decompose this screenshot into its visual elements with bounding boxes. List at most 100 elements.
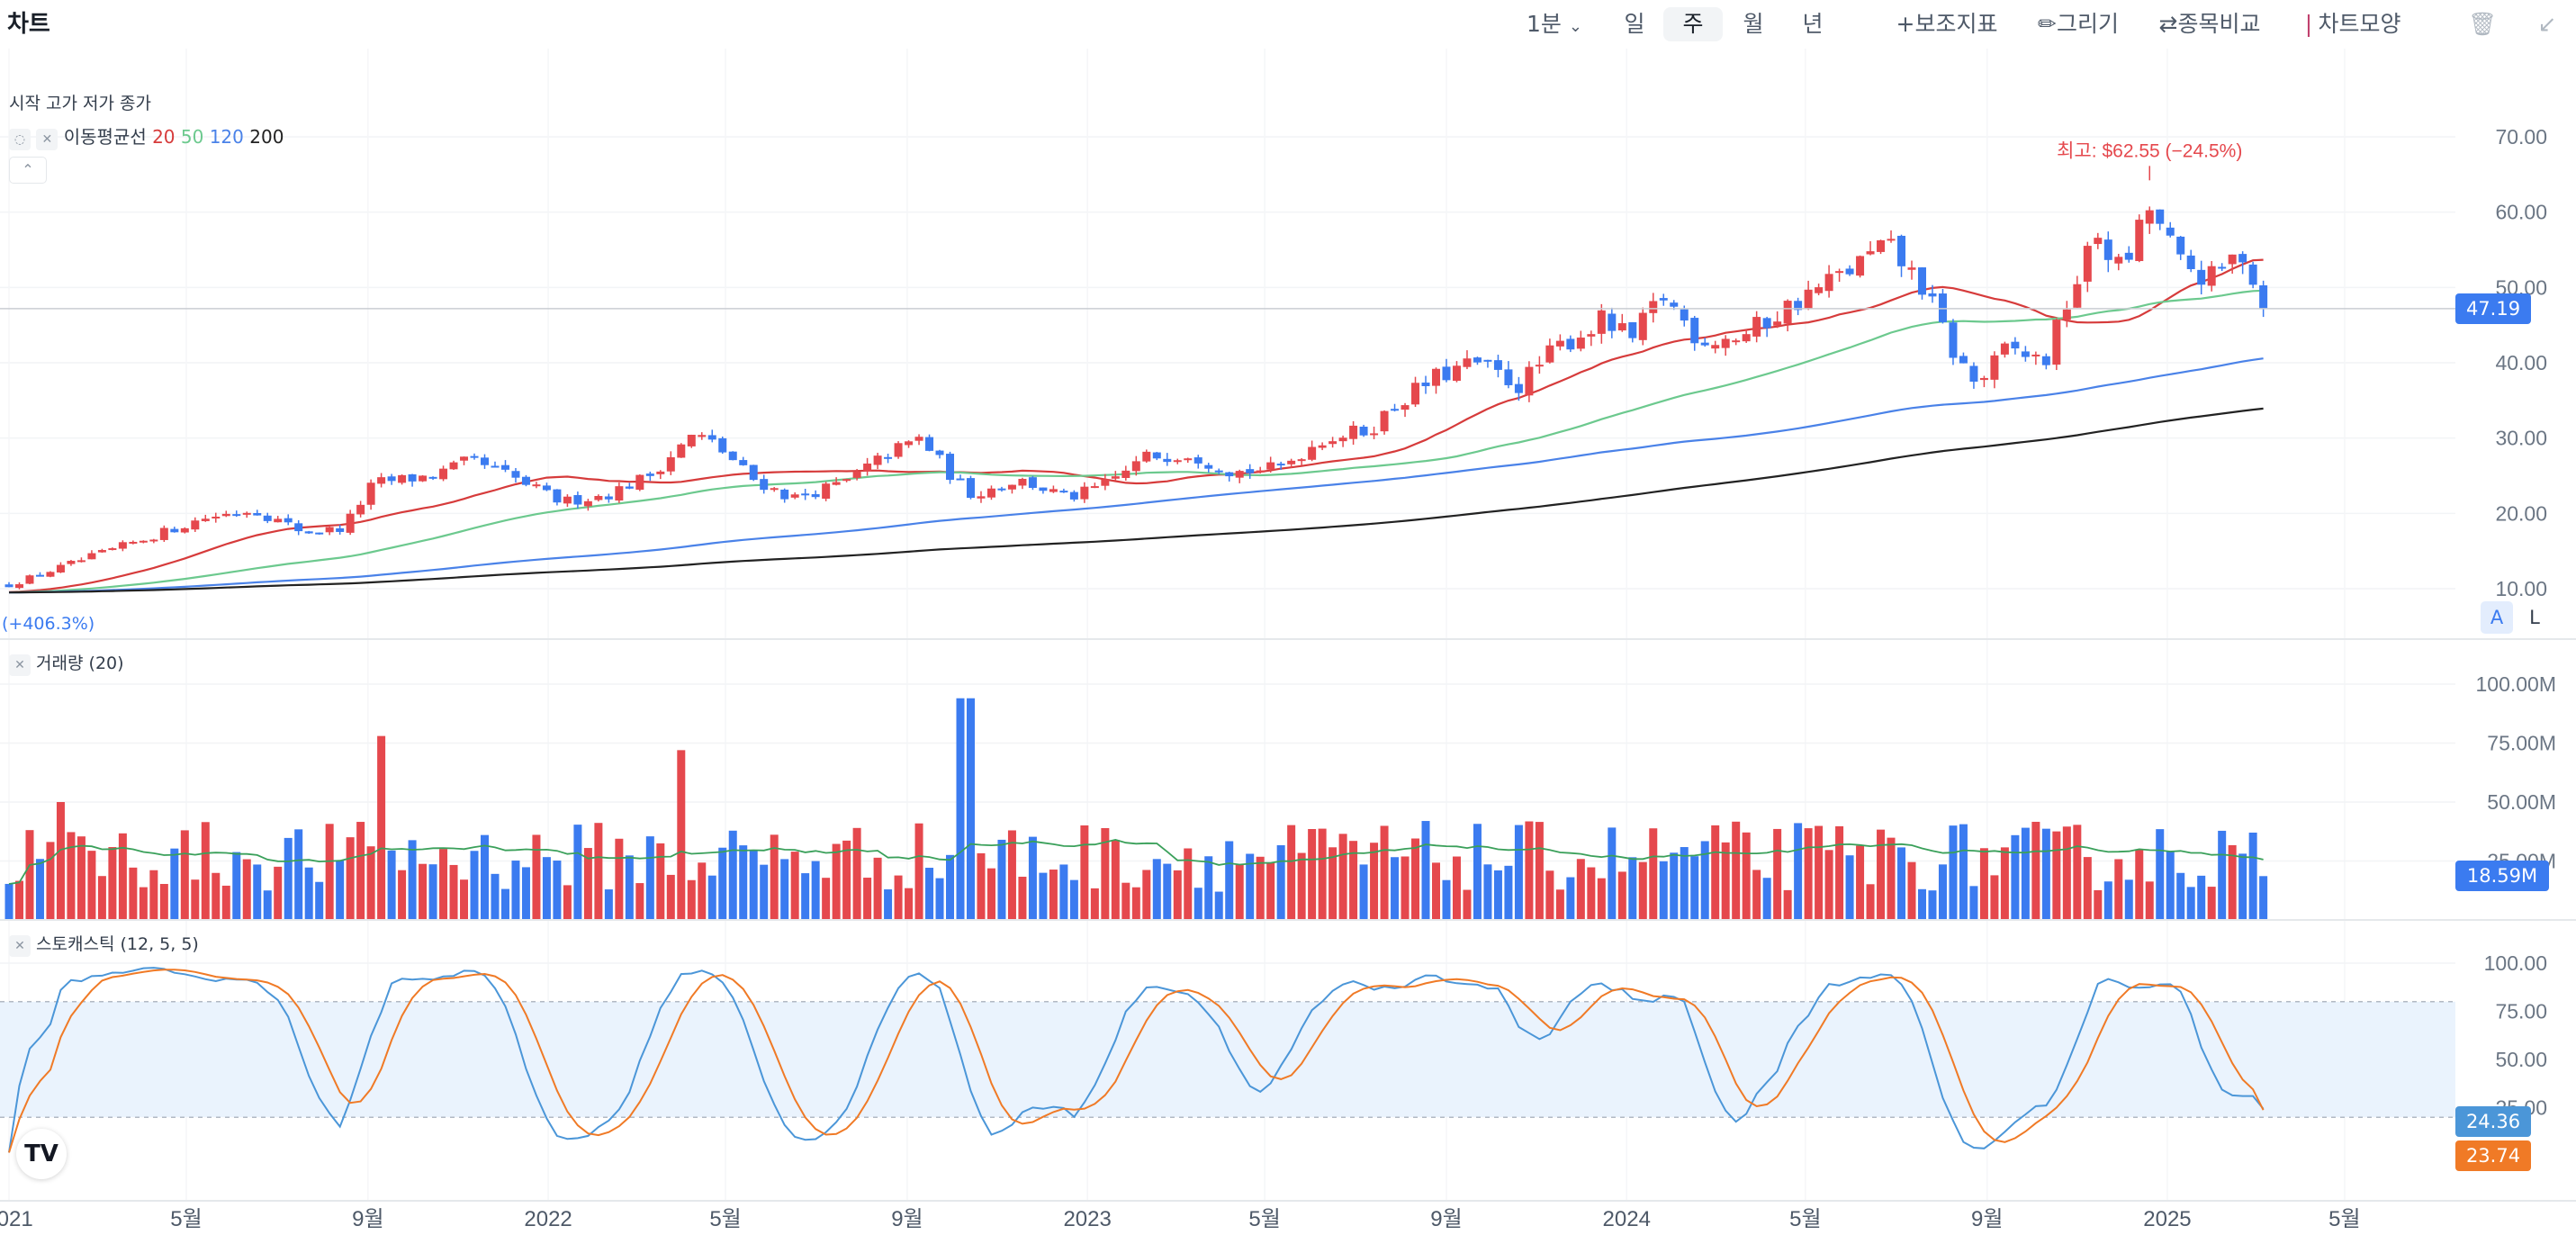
compare-button[interactable]: ⇄종목비교 xyxy=(2157,7,2263,41)
ma-label: 이동평균선 xyxy=(63,126,147,148)
ma-200-line xyxy=(8,407,2264,594)
candle xyxy=(956,478,965,481)
stochastic-k-line xyxy=(8,967,2265,1153)
scale-auto-button[interactable]: A xyxy=(2481,601,2513,634)
visibility-icon[interactable]: ◌ xyxy=(9,129,31,150)
ma-period-20: 20 xyxy=(152,126,176,148)
chart-area[interactable]: 70.00 60.00 50.00 40.00 30.00 20.00 10.00 최고: … xyxy=(0,49,2576,1235)
chart-style-button[interactable]: ❘차트모양 xyxy=(2299,7,2401,41)
collapse-icon[interactable]: ↙ xyxy=(2537,11,2557,37)
volume-bar xyxy=(1432,862,1440,920)
candle xyxy=(2031,354,2040,356)
volume-bar xyxy=(604,889,613,920)
indicators-button[interactable]: +보조지표 xyxy=(1894,7,2000,41)
collapse-legend-button[interactable]: ⌃ xyxy=(9,157,47,184)
candle xyxy=(336,527,345,532)
candle xyxy=(2021,351,2030,357)
candle xyxy=(1235,471,1244,478)
candle xyxy=(242,512,251,515)
candle xyxy=(1721,338,1730,348)
candle xyxy=(1069,491,1078,500)
close-icon[interactable]: ✕ xyxy=(9,935,31,957)
volume-bar xyxy=(1193,888,1202,920)
close-icon[interactable]: ✕ xyxy=(36,129,59,150)
candle xyxy=(687,434,696,446)
volume-bar xyxy=(1721,842,1730,920)
chevron-down-icon: ⌄ xyxy=(1568,17,1582,36)
candle xyxy=(129,541,138,544)
candle xyxy=(398,474,407,483)
volume-bar xyxy=(1318,828,1327,920)
volume-bar xyxy=(2186,887,2195,920)
candle xyxy=(935,450,944,455)
moving-average-lines xyxy=(8,258,2264,594)
volume-bar xyxy=(1762,878,1771,920)
candle xyxy=(108,548,117,551)
candle xyxy=(635,474,644,491)
volume-bar xyxy=(263,890,272,920)
volume-bar xyxy=(884,889,893,920)
volume-bar xyxy=(87,851,96,920)
tab-day[interactable]: 일 xyxy=(1624,11,1645,37)
chart-title: 차트 xyxy=(7,11,50,38)
candle xyxy=(707,435,716,440)
candle xyxy=(1555,340,1564,347)
candle xyxy=(1276,464,1285,466)
volume-bar xyxy=(1690,856,1699,920)
interval-dropdown[interactable]: 1분 ⌄ xyxy=(1523,7,1586,41)
volume-bar xyxy=(1555,889,1564,920)
volume-bar xyxy=(408,840,417,920)
draw-button[interactable]: ✏그리기 xyxy=(2036,7,2121,41)
volume-bar xyxy=(1938,864,1947,920)
volume-bar xyxy=(398,870,407,920)
candle xyxy=(1742,334,1751,342)
close-icon[interactable]: ✕ xyxy=(9,654,31,676)
candle xyxy=(2083,246,2092,282)
candle xyxy=(1504,369,1513,385)
volume-bar xyxy=(2114,859,2123,920)
candle xyxy=(304,531,313,534)
volume-bar xyxy=(1877,829,1886,920)
volume-bar xyxy=(718,847,727,920)
volume-bar xyxy=(842,840,851,920)
trash-icon[interactable]: 🗑 xyxy=(2468,11,2497,37)
volume-bar xyxy=(521,867,530,920)
volume-bar xyxy=(935,878,944,920)
volume-bar xyxy=(1493,870,1502,920)
tab-month[interactable]: 월 xyxy=(1743,11,1764,37)
volume-bar xyxy=(594,823,603,920)
x-tick-label: 9월 xyxy=(352,1207,383,1231)
volume-bar xyxy=(1597,878,1606,920)
volume-bar xyxy=(1184,848,1193,920)
tab-year[interactable]: 년 xyxy=(1802,11,1824,37)
volume-bar xyxy=(1794,823,1803,920)
candle xyxy=(1007,484,1016,490)
tab-week[interactable]: 주 xyxy=(1663,7,1723,41)
candle xyxy=(180,527,189,533)
volume-bar xyxy=(1928,890,1937,920)
volume-bar xyxy=(977,852,986,920)
volume-bar xyxy=(1338,834,1347,920)
ma-20-line xyxy=(8,258,2264,593)
candle xyxy=(2197,269,2206,285)
y-tick-label: 50.00M xyxy=(2487,790,2556,814)
candle xyxy=(1318,445,1327,448)
candle xyxy=(604,496,613,500)
volume-bar xyxy=(687,879,696,920)
volume-bar xyxy=(346,837,355,920)
scale-log-button[interactable]: L xyxy=(2518,601,2551,634)
volume-bar xyxy=(1028,836,1037,920)
candle xyxy=(532,484,541,487)
volume-bar xyxy=(170,848,179,920)
y-tick-label: 75.00M xyxy=(2487,732,2556,755)
volume-bar xyxy=(1483,864,1492,920)
candle xyxy=(1525,366,1534,396)
candle xyxy=(2052,320,2061,365)
y-tick-label: 40.00 xyxy=(2495,351,2547,374)
volume-bar xyxy=(532,834,541,920)
candle xyxy=(1845,268,1854,275)
volume-bar xyxy=(749,850,758,920)
volume-bar xyxy=(946,854,955,920)
volume-bar xyxy=(2207,887,2216,920)
